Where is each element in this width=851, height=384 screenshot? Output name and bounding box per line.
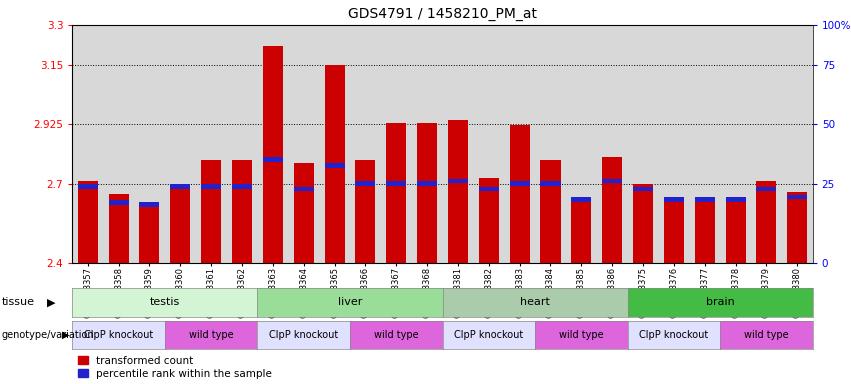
Bar: [633, 184, 653, 263]
Bar: [294, 162, 314, 263]
Bar: [140, 202, 159, 263]
Text: tissue: tissue: [2, 297, 35, 308]
Bar: [201, 184, 221, 189]
Bar: [726, 197, 745, 202]
Text: ClpP knockout: ClpP knockout: [269, 330, 339, 340]
Bar: [603, 179, 622, 184]
Bar: [386, 123, 406, 263]
Bar: [540, 181, 561, 186]
Text: brain: brain: [705, 297, 734, 308]
Bar: [232, 184, 252, 189]
Bar: [757, 187, 776, 191]
Text: heart: heart: [520, 297, 550, 308]
Bar: [726, 200, 745, 263]
Text: ClpP knockout: ClpP knockout: [639, 330, 709, 340]
Bar: [140, 202, 159, 207]
Bar: [356, 181, 375, 186]
Text: genotype/variation: genotype/variation: [2, 330, 94, 340]
Bar: [787, 192, 808, 263]
Bar: [664, 197, 684, 263]
Bar: [571, 197, 591, 263]
Bar: [787, 195, 808, 199]
Bar: [571, 197, 591, 202]
Bar: [417, 123, 437, 263]
Bar: [448, 179, 468, 184]
Bar: [324, 163, 345, 167]
Bar: [109, 194, 129, 263]
Bar: [324, 65, 345, 263]
Legend: transformed count, percentile rank within the sample: transformed count, percentile rank withi…: [77, 356, 272, 379]
Bar: [757, 181, 776, 263]
Bar: [510, 181, 529, 186]
Bar: [109, 200, 129, 205]
Text: wild type: wild type: [744, 330, 789, 340]
Bar: [664, 197, 684, 202]
Bar: [263, 46, 283, 263]
Text: ClpP knockout: ClpP knockout: [84, 330, 153, 340]
Bar: [479, 179, 499, 263]
Bar: [263, 157, 283, 162]
Bar: [479, 187, 499, 191]
Bar: [232, 160, 252, 263]
Bar: [201, 160, 221, 263]
Bar: [386, 181, 406, 186]
Text: liver: liver: [338, 297, 363, 308]
Text: testis: testis: [150, 297, 180, 308]
Text: wild type: wild type: [374, 330, 419, 340]
Title: GDS4791 / 1458210_PM_at: GDS4791 / 1458210_PM_at: [348, 7, 537, 21]
Text: wild type: wild type: [559, 330, 603, 340]
Bar: [170, 184, 191, 263]
Bar: [294, 187, 314, 191]
Text: ▶: ▶: [47, 297, 55, 308]
Bar: [603, 157, 622, 263]
Bar: [694, 197, 715, 202]
Bar: [356, 160, 375, 263]
Bar: [510, 126, 529, 263]
Bar: [633, 187, 653, 191]
Bar: [77, 181, 98, 263]
Text: ▶: ▶: [62, 330, 70, 340]
Bar: [77, 184, 98, 189]
Bar: [540, 160, 561, 263]
Bar: [448, 120, 468, 263]
Text: wild type: wild type: [189, 330, 233, 340]
Bar: [694, 197, 715, 263]
Bar: [170, 184, 191, 189]
Bar: [417, 181, 437, 186]
Text: ClpP knockout: ClpP knockout: [454, 330, 523, 340]
